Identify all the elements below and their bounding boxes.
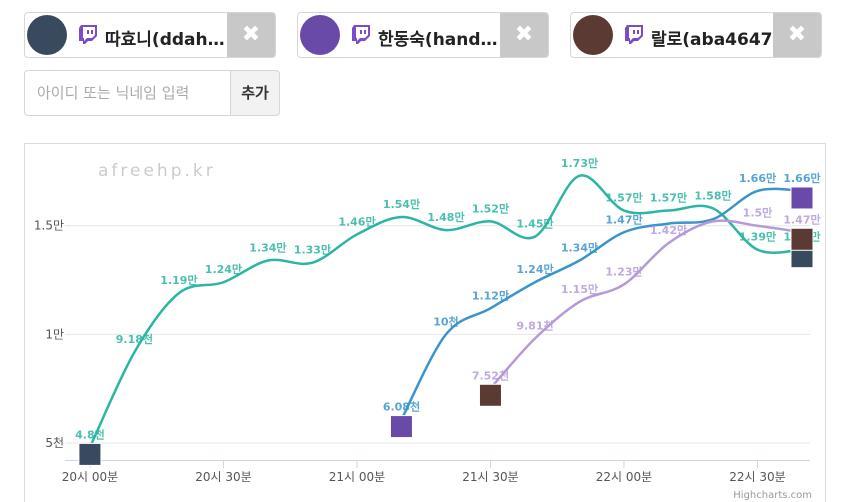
data-label: 1.24만 <box>516 262 553 276</box>
data-label: 1.57만 <box>650 191 687 205</box>
data-label: 1.66만 <box>783 171 820 185</box>
y-tick-label: 1만 <box>45 327 64 341</box>
y-tick-label: 5천 <box>45 435 64 450</box>
x-tick-label: 22시 30분 <box>729 470 785 484</box>
data-label: 1.15만 <box>561 282 598 296</box>
avatar <box>573 15 613 55</box>
data-label: 1.54만 <box>383 197 420 211</box>
data-label: 1.48만 <box>427 210 464 224</box>
data-label: 9.81천 <box>516 319 553 333</box>
y-tick-label: 1.5만 <box>34 219 64 233</box>
streamer-chip: 따효니(ddah… ✖ <box>24 12 276 58</box>
data-label: 1.23만 <box>605 264 642 278</box>
remove-button[interactable]: ✖ <box>227 13 275 57</box>
data-label: 1.34만 <box>249 241 286 255</box>
series-line <box>400 187 803 421</box>
avatar <box>300 15 340 55</box>
data-label: 7.52천 <box>472 368 509 382</box>
data-label: 1.66만 <box>739 171 776 185</box>
data-label: 1.73만 <box>561 156 598 170</box>
x-tick-label: 21시 30분 <box>462 470 518 484</box>
series-line <box>489 219 803 390</box>
avatar-marker <box>790 186 814 210</box>
credits: Highcharts.com <box>733 490 812 501</box>
data-label: 4.8천 <box>75 427 105 441</box>
data-label: 1.47만 <box>605 212 642 226</box>
data-label: 1.12만 <box>472 288 509 302</box>
streamer-chip: 랄로(aba4647) ✖ <box>570 12 822 58</box>
avatar-marker <box>790 227 814 251</box>
streamer-name: 따효니(ddah… <box>105 30 225 50</box>
data-label: 1.46만 <box>338 214 375 228</box>
series-line <box>88 174 803 448</box>
avatar <box>27 15 67 55</box>
data-label: 1.57만 <box>605 191 642 205</box>
avatar-marker <box>478 383 502 407</box>
chart-frame <box>24 143 826 502</box>
data-label: 1.47만 <box>783 212 820 226</box>
data-label: 1.34만 <box>561 241 598 255</box>
streamer-name: 한동숙(hand… <box>378 30 498 50</box>
add-button[interactable]: 추가 <box>230 70 280 116</box>
twitch-icon <box>79 25 97 44</box>
streamer-name: 랄로(aba4647) <box>651 30 781 50</box>
data-label: 1.45만 <box>516 217 553 231</box>
data-label: 1.19만 <box>160 273 197 287</box>
data-label: 1.5만 <box>743 206 773 220</box>
data-label: 6.08천 <box>383 400 420 414</box>
data-label: 9.18천 <box>116 332 153 346</box>
watermark: afreehp.kr <box>98 161 216 181</box>
data-label: 1.58만 <box>694 188 731 202</box>
data-label: 10천 <box>433 314 458 328</box>
x-tick-label: 20시 00분 <box>62 470 118 484</box>
data-label: 1.24만 <box>205 262 242 276</box>
data-label: 1.39만 <box>739 230 776 244</box>
avatar-marker <box>78 442 102 466</box>
avatar-marker <box>389 415 413 439</box>
twitch-icon <box>625 25 643 44</box>
data-label: 1.42만 <box>650 223 687 237</box>
streamer-chip: 한동숙(hand… ✖ <box>297 12 549 58</box>
twitch-icon <box>352 25 370 44</box>
x-tick-label: 22시 00분 <box>596 470 652 484</box>
remove-button[interactable]: ✖ <box>500 13 548 57</box>
x-tick-label: 21시 00분 <box>329 470 385 484</box>
data-label: 1.52만 <box>472 201 509 215</box>
data-label: 1.33만 <box>294 243 331 257</box>
remove-button[interactable]: ✖ <box>773 13 821 57</box>
x-tick-label: 20시 30분 <box>195 470 251 484</box>
